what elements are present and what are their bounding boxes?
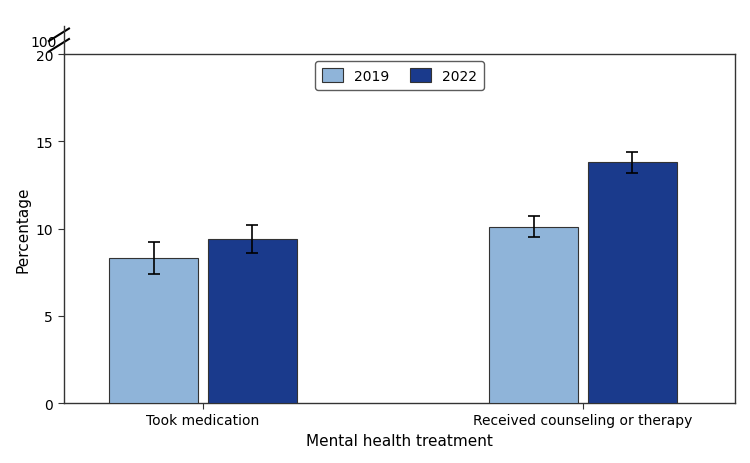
Bar <box>588 163 676 403</box>
Bar <box>489 227 578 403</box>
Bar <box>110 259 198 403</box>
Legend: 2019, 2022: 2019, 2022 <box>315 62 484 90</box>
Bar <box>208 239 297 403</box>
Text: 100: 100 <box>31 36 57 50</box>
X-axis label: Mental health treatment: Mental health treatment <box>306 433 493 448</box>
Y-axis label: Percentage: Percentage <box>15 186 30 272</box>
